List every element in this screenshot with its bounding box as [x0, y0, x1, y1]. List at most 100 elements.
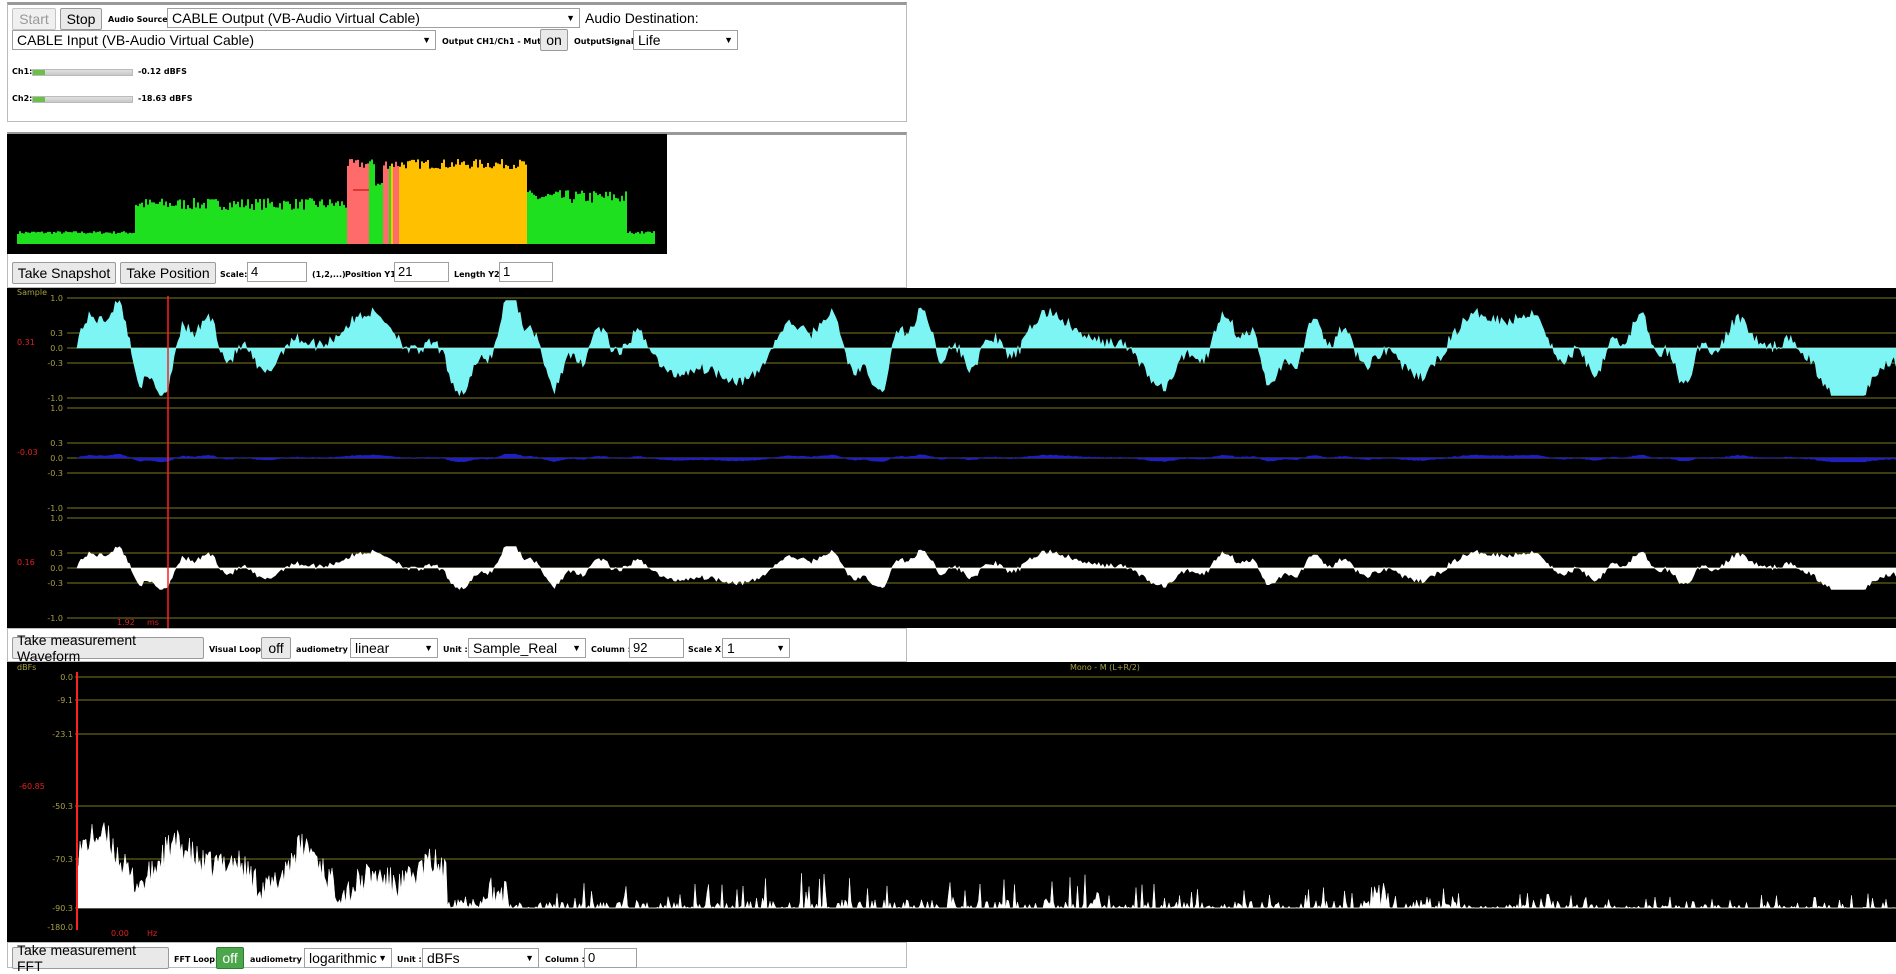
chevron-down-icon: ▼ — [776, 643, 785, 653]
fft-tick-label: -70.3 — [52, 855, 73, 864]
waveform-audiometry-select[interactable]: linear ▼ — [350, 638, 438, 658]
fft-tick-label: 0.0 — [60, 673, 73, 682]
fft-tick-label: -9.1 — [57, 696, 73, 705]
fft-loop-toggle[interactable]: off — [216, 947, 244, 969]
waveform-column-input[interactable]: 92 — [629, 638, 684, 658]
snapshot-bar — [599, 194, 601, 244]
snapshot-bar — [181, 208, 183, 244]
stop-button[interactable]: Stop — [60, 8, 102, 30]
snapshot-bar — [37, 231, 39, 244]
start-button[interactable]: Start — [12, 8, 56, 30]
snapshot-bar — [129, 232, 131, 244]
snapshot-bar — [407, 161, 409, 244]
audio-source-value: CABLE Output (VB-Audio Virtual Cable) — [172, 10, 420, 26]
waveform-display[interactable]: 1.0 0.3 0.0 -0.3 -1.0 0.31 1.0 0.3 0.0 -0.3 -1.0 -0… — [7, 288, 1896, 628]
snapshot-bar — [179, 199, 181, 244]
chevron-down-icon: ▼ — [378, 953, 387, 963]
length-y2-input[interactable]: 1 — [499, 262, 553, 282]
snapshot-bar — [85, 233, 87, 244]
snapshot-bar — [485, 166, 487, 244]
scale-x-label: Scale X: — [688, 645, 725, 654]
take-measurement-waveform-button[interactable]: Take measurement Waveform — [12, 632, 204, 664]
ch1-level-meter — [32, 69, 133, 76]
snapshot-bar — [149, 199, 151, 244]
snapshot-bar — [199, 208, 201, 244]
snapshot-bar — [533, 194, 535, 244]
output-signal-value: Life — [638, 32, 661, 48]
take-snapshot-button[interactable]: Take Snapshot — [12, 262, 116, 284]
snapshot-bar — [373, 164, 375, 244]
snapshot-bar — [205, 208, 207, 244]
fft-tick-label: -23.1 — [52, 730, 73, 739]
snapshot-bar — [69, 232, 71, 244]
snapshot-bar — [329, 199, 331, 244]
snapshot-bar — [209, 199, 211, 244]
snapshot-bar — [571, 202, 573, 244]
snapshot-bar — [467, 164, 469, 244]
audio-destination-label: Audio Destination: — [585, 10, 699, 26]
snapshot-bar — [93, 231, 95, 244]
fft-unit-select[interactable]: dBFs ▼ — [422, 948, 539, 968]
audio-destination-select[interactable]: CABLE Input (VB-Audio Virtual Cable) ▼ — [12, 30, 436, 50]
snapshot-bar — [535, 195, 537, 244]
snapshot-bar — [143, 207, 145, 244]
scale-input[interactable]: 4 — [247, 262, 307, 282]
waveform-trace — [76, 546, 1896, 590]
snapshot-bar — [83, 233, 85, 244]
output-signal-select[interactable]: Life ▼ — [633, 30, 738, 50]
snapshot-bar — [167, 206, 169, 244]
ch2-dbfs-value: -18.63 dBFS — [138, 94, 193, 103]
snapshot-bar — [293, 208, 295, 244]
snapshot-bar — [35, 232, 37, 244]
ch1-label: Ch1: — [12, 67, 33, 76]
snapshot-bar — [457, 159, 459, 244]
waveform-unit-select[interactable]: Sample_Real ▼ — [468, 638, 586, 658]
visual-loop-label: Visual Loop: — [209, 645, 265, 654]
snapshot-bar — [335, 202, 337, 244]
take-position-button[interactable]: Take Position — [120, 262, 216, 284]
snapshot-bar — [345, 207, 347, 244]
snapshot-bar — [283, 200, 285, 244]
fft-audiometry-select[interactable]: logarithmic ▼ — [304, 948, 392, 968]
fft-column-input[interactable]: 0 — [584, 948, 637, 968]
fft-tick-label: -180.0 — [47, 923, 73, 932]
snapshot-bar — [547, 193, 549, 244]
snapshot-bar — [171, 205, 173, 244]
snapshot-bar — [491, 168, 493, 244]
ch1-dbfs-value: -0.12 dBFS — [138, 67, 187, 76]
mute-toggle-button[interactable]: on — [540, 29, 568, 51]
snapshot-bar — [417, 159, 419, 244]
snapshot-bar — [377, 183, 379, 244]
snapshot-bar — [497, 163, 499, 244]
snapshot-bar — [493, 166, 495, 244]
snapshot-bar — [75, 231, 77, 244]
snapshot-bar — [353, 162, 355, 244]
snapshot-bar — [439, 168, 441, 244]
waveform-tick-label: -1.0 — [47, 394, 63, 403]
audio-source-select[interactable]: CABLE Output (VB-Audio Virtual Cable) ▼ — [167, 8, 580, 28]
snapshot-bar — [277, 207, 279, 244]
chevron-down-icon: ▼ — [724, 35, 733, 45]
snapshot-bar — [623, 200, 625, 244]
waveform-tick-label: 0.3 — [50, 439, 63, 448]
snapshot-bar — [95, 232, 97, 244]
snapshot-bar — [401, 162, 403, 244]
snapshot-bar — [385, 161, 387, 244]
snapshot-bar — [605, 191, 607, 244]
snapshot-bar — [563, 197, 565, 244]
snapshot-bar — [331, 203, 333, 244]
take-measurement-fft-button[interactable]: Take measurement FFT — [12, 942, 169, 974]
snapshot-bar — [477, 167, 479, 244]
snapshot-bar — [265, 207, 267, 244]
snapshot-bar — [81, 231, 83, 244]
visual-loop-toggle[interactable]: off — [261, 637, 291, 659]
snapshot-bar — [383, 165, 385, 244]
fft-spectrum-display[interactable]: 0.0 -9.1 -23.1 -50.3 -70.3 -90.3 -180.0 -60.85 0… — [7, 662, 1896, 942]
position-y1-input[interactable]: 21 — [394, 262, 449, 282]
snapshot-bar — [575, 191, 577, 244]
snapshot-bar — [117, 232, 119, 244]
scale-x-select[interactable]: 1 ▼ — [722, 638, 790, 658]
snapshot-bar — [311, 198, 313, 244]
snapshot-bar — [405, 168, 407, 244]
snapshot-bar — [395, 161, 397, 244]
